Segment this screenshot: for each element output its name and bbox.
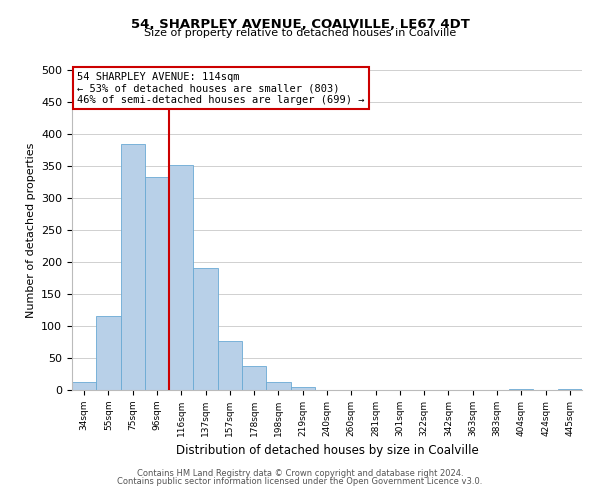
Text: 54 SHARPLEY AVENUE: 114sqm
← 53% of detached houses are smaller (803)
46% of sem: 54 SHARPLEY AVENUE: 114sqm ← 53% of deta… — [77, 72, 365, 105]
Y-axis label: Number of detached properties: Number of detached properties — [26, 142, 35, 318]
Bar — [121, 144, 145, 390]
Text: Size of property relative to detached houses in Coalville: Size of property relative to detached ho… — [144, 28, 456, 38]
Bar — [145, 177, 169, 390]
Bar — [242, 366, 266, 390]
Bar — [266, 382, 290, 390]
X-axis label: Distribution of detached houses by size in Coalville: Distribution of detached houses by size … — [176, 444, 478, 458]
Text: Contains public sector information licensed under the Open Government Licence v3: Contains public sector information licen… — [118, 477, 482, 486]
Bar — [218, 342, 242, 390]
Bar — [96, 316, 121, 390]
Bar — [290, 387, 315, 390]
Bar — [193, 268, 218, 390]
Bar — [72, 382, 96, 390]
Text: Contains HM Land Registry data © Crown copyright and database right 2024.: Contains HM Land Registry data © Crown c… — [137, 468, 463, 477]
Bar — [169, 164, 193, 390]
Text: 54, SHARPLEY AVENUE, COALVILLE, LE67 4DT: 54, SHARPLEY AVENUE, COALVILLE, LE67 4DT — [131, 18, 469, 30]
